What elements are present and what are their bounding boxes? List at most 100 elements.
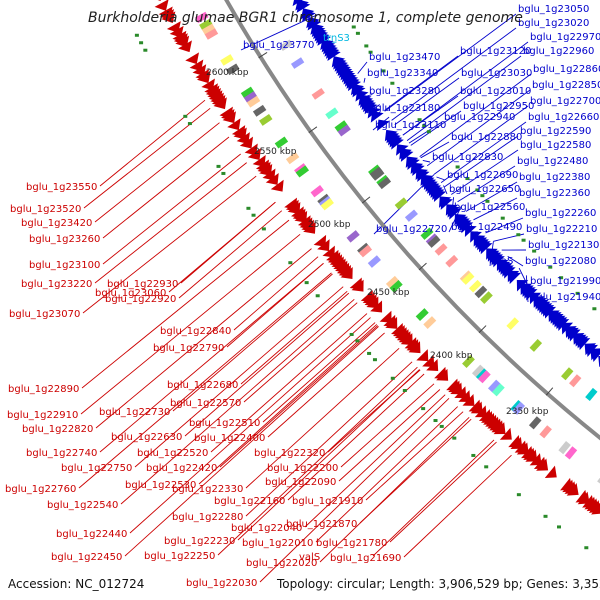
gene-label-reverse[interactable]: bglu_1g22160	[214, 496, 285, 507]
gene-label-forward[interactable]: bglu_1g22360	[519, 188, 590, 199]
gene-label-forward[interactable]: bglu_1g22560	[454, 202, 525, 213]
gene-label-reverse[interactable]: bglu_1g23100	[29, 260, 100, 271]
gene-label-forward[interactable]: bglu_1g22210	[526, 224, 597, 235]
gene-label-forward[interactable]: bglu_1g22130	[528, 240, 599, 251]
gene-label-reverse[interactable]: bglu_1g22010	[242, 538, 313, 549]
gene-label-reverse[interactable]: bglu_1g22090	[265, 477, 336, 488]
reverse-gene-arrow	[493, 422, 506, 435]
gene-label-forward[interactable]: bglu_1g23470	[369, 52, 440, 63]
gene-label-forward[interactable]: bglu_1g22940	[444, 112, 515, 123]
gene-label-reverse[interactable]: bglu_1g22740	[26, 448, 97, 459]
forward-gene-arrow	[578, 338, 591, 351]
gene-label-forward[interactable]: bglu_1g21990	[530, 276, 600, 287]
gene-label-reverse[interactable]: bglu_1g22910	[7, 410, 78, 421]
gene-label-forward[interactable]: bglu_1g23010	[460, 86, 531, 97]
feature-blocks	[194, 11, 600, 484]
gene-label-forward[interactable]: bglu_1g22580	[520, 140, 591, 151]
gene-label-forward[interactable]: bglu_1g23030	[461, 68, 532, 79]
gene-label-reverse[interactable]: bglu_1g23260	[29, 234, 100, 245]
gene-label-reverse[interactable]: bglu_1g22020	[246, 558, 317, 569]
gene-label-forward[interactable]: bglu_1g22860	[533, 64, 600, 75]
forward-leader-line	[366, 93, 373, 97]
feature-block	[220, 54, 234, 66]
gene-label-reverse[interactable]: bglu_1g22280	[172, 512, 243, 523]
gene-label-forward[interactable]: bglu_1g22660	[528, 112, 599, 123]
gene-label-reverse[interactable]: valS	[299, 552, 320, 563]
gene-label-forward[interactable]: bglu_1g22950	[463, 101, 534, 112]
gene-label-reverse[interactable]: bglu_1g22200	[267, 463, 338, 474]
gene-label-reverse[interactable]: bglu_1g22840	[160, 326, 231, 337]
gene-label-reverse[interactable]: bglu_1g22680	[167, 380, 238, 391]
gene-label-reverse[interactable]: bglu_1g23070	[9, 309, 80, 320]
gene-label-forward[interactable]: bglu_1g23110	[375, 120, 446, 131]
forward-leader-line	[433, 105, 529, 175]
gene-label-reverse[interactable]: bglu_1g22920	[105, 294, 176, 305]
gene-label-forward[interactable]: bglu_1g22490	[451, 222, 522, 233]
gene-label-reverse[interactable]: bglu_1g22230	[164, 536, 235, 547]
reverse-leader-line	[237, 369, 420, 541]
gene-label-forward[interactable]: bglu_1g22830	[432, 152, 503, 163]
accession-text: Accession: NC_012724	[8, 577, 145, 591]
gene-label-reverse[interactable]: bglu_1g22750	[61, 463, 132, 474]
gene-label-forward[interactable]: bglu_1g22720	[376, 224, 447, 235]
gene-label-forward[interactable]: alaS	[492, 256, 513, 267]
gene-label-reverse[interactable]: bglu_1g23420	[21, 218, 92, 229]
gene-label-forward[interactable]: bglu_1g22850	[532, 80, 600, 91]
gene-label-reverse[interactable]: bglu_1g22820	[22, 424, 93, 435]
gene-label-forward[interactable]: bglu_1g22480	[517, 156, 588, 167]
gene-label-reverse[interactable]: bglu_1g22440	[56, 529, 127, 540]
gene-label-reverse[interactable]: bglu_1g22630	[111, 432, 182, 443]
gene-label-reverse[interactable]: bglu_1g22530	[125, 480, 196, 491]
gene-label-forward[interactable]: bglu_1g23770	[243, 40, 314, 51]
gene-label-reverse[interactable]: bglu_1g23220	[21, 279, 92, 290]
reverse-leader-line	[82, 175, 257, 314]
gene-label-reverse[interactable]: bglu_1g23520	[10, 204, 81, 215]
gene-label-reverse[interactable]: bglu_1g22330	[172, 484, 243, 495]
gene-label-reverse[interactable]: bglu_1g21780	[316, 538, 387, 549]
gene-label-forward[interactable]: bglu_1g22880	[451, 132, 522, 143]
gene-label-reverse[interactable]: bglu_1g22040	[231, 523, 302, 534]
gene-label-forward[interactable]: trnS3	[323, 33, 350, 44]
gene-label-forward[interactable]: bglu_1g23020	[518, 18, 589, 29]
gene-label-forward[interactable]: bglu_1g21940	[530, 292, 600, 303]
gene-label-reverse[interactable]: bglu_1g22450	[51, 552, 122, 563]
gene-label-reverse[interactable]: bglu_1g22520	[137, 448, 208, 459]
gene-label-forward[interactable]: bglu_1g22700	[530, 96, 600, 107]
gc-dot	[390, 376, 395, 380]
gene-label-reverse[interactable]: bglu_1g22420	[146, 463, 217, 474]
gene-label-forward[interactable]: bglu_1g22650	[449, 184, 520, 195]
gene-label-reverse[interactable]: bglu_1g22890	[8, 384, 79, 395]
gene-label-reverse[interactable]: bglu_1g21690	[330, 553, 401, 564]
gene-label-reverse[interactable]: bglu_1g22030	[186, 578, 257, 589]
gene-label-reverse[interactable]: bglu_1g22540	[47, 500, 118, 511]
gene-label-forward[interactable]: bglu_1g23050	[518, 4, 589, 15]
gene-label-reverse[interactable]: bglu_1g22790	[153, 343, 224, 354]
gene-label-forward[interactable]: bglu_1g22080	[525, 256, 596, 267]
gene-label-reverse[interactable]: bglu_1g22320	[254, 448, 325, 459]
gene-label-forward[interactable]: bglu_1g23180	[369, 103, 440, 114]
gene-label-reverse[interactable]: bglu_1g22760	[5, 484, 76, 495]
reverse-gene-arrow	[244, 143, 258, 156]
gene-label-forward[interactable]: bglu_1g22260	[525, 208, 596, 219]
gene-label-forward[interactable]: bglu_1g23120	[460, 46, 531, 57]
gene-label-reverse[interactable]: bglu_1g22510	[189, 418, 260, 429]
gene-label-reverse[interactable]: bglu_1g22930	[107, 279, 178, 290]
gene-label-reverse[interactable]: bglu_1g21870	[286, 519, 357, 530]
gene-label-forward[interactable]: bglu_1g23340	[367, 68, 438, 79]
reverse-gene-arrow	[185, 52, 200, 65]
gene-label-forward[interactable]: bglu_1g22690	[447, 170, 518, 181]
gene-label-forward[interactable]: bglu_1g23280	[369, 86, 440, 97]
gene-label-reverse[interactable]: bglu_1g22400	[194, 433, 265, 444]
gene-label-reverse[interactable]: bglu_1g22250	[144, 551, 215, 562]
gene-label-reverse[interactable]: bglu_1g23550	[26, 182, 97, 193]
gene-label-reverse[interactable]: bglu_1g22730	[99, 407, 170, 418]
gc-dot	[355, 31, 360, 35]
gene-label-reverse[interactable]: bglu_1g21910	[292, 496, 363, 507]
gene-label-forward[interactable]: bglu_1g22380	[519, 172, 590, 183]
gene-label-forward[interactable]: bglu_1g22960	[523, 46, 594, 57]
gene-label-forward[interactable]: bglu_1g22590	[520, 126, 591, 137]
gene-label-reverse[interactable]: bglu_1g23060	[95, 288, 166, 299]
gene-label-forward[interactable]: bglu_1g22970	[530, 32, 600, 43]
forward-leader-line	[436, 176, 446, 181]
gene-label-reverse[interactable]: bglu_1g22570	[170, 398, 241, 409]
